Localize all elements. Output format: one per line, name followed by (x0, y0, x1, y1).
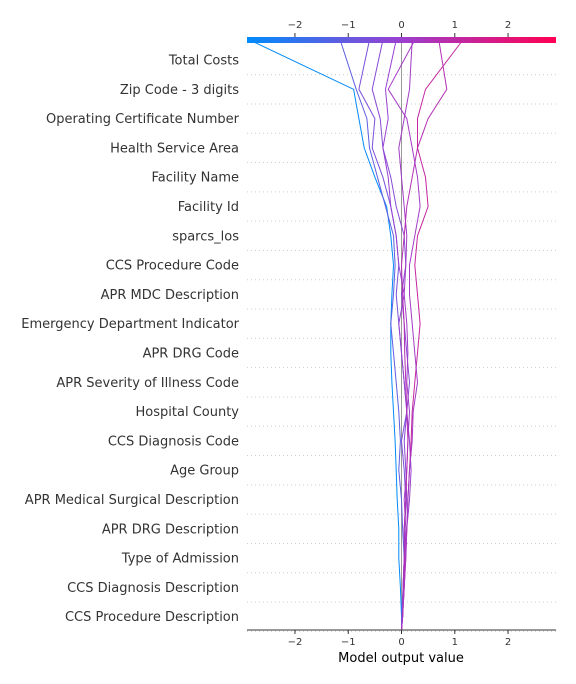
decision-line (339, 39, 405, 630)
bottom-tick-label: −1 (341, 637, 356, 648)
feature-label: Type of Admission (121, 552, 239, 567)
feature-labels: Total Costs Zip Code - 3 digits Operating … (21, 54, 239, 626)
x-axes: −2 −2 −1 −1 0 0 1 1 2 2 (247, 20, 556, 648)
feature-label: CCS Procedure Code (106, 259, 239, 274)
feature-label: Operating Certificate Number (46, 112, 240, 127)
feature-label: Emergency Department Indicator (21, 317, 239, 332)
feature-label: Facility Id (178, 200, 239, 215)
bottom-tick-label: 0 (398, 637, 404, 648)
decision-line (401, 39, 464, 631)
feature-label: Age Group (170, 464, 239, 479)
feature-label: sparcs_los (172, 229, 239, 244)
feature-label: APR MDC Description (101, 288, 239, 303)
bottom-tick-label: −2 (288, 637, 303, 648)
feature-label: APR Medical Surgical Description (25, 493, 239, 508)
decision-lines (249, 39, 464, 631)
top-tick-label: −1 (341, 20, 356, 31)
feature-label: APR DRG Description (102, 522, 239, 537)
x-axis-title: Model output value (338, 651, 464, 666)
feature-label: APR DRG Code (143, 347, 239, 362)
top-tick-label: 0 (398, 20, 404, 31)
feature-label: Facility Name (151, 171, 239, 186)
top-tick-label: 1 (452, 20, 458, 31)
feature-label: CCS Diagnosis Code (108, 434, 239, 449)
feature-label: CCS Procedure Description (65, 610, 239, 625)
top-tick-label: 2 (505, 20, 511, 31)
decision-line (249, 39, 402, 630)
decision-line (387, 39, 421, 631)
feature-label: Hospital County (136, 405, 240, 420)
feature-label: APR Severity of Illness Code (56, 376, 239, 391)
feature-label: CCS Diagnosis Description (67, 581, 239, 596)
feature-label: Health Service Area (110, 141, 239, 156)
decision-line (400, 39, 448, 631)
feature-label: Total Costs (168, 54, 239, 69)
top-tick-label: −2 (288, 20, 303, 31)
bottom-tick-label: 2 (505, 637, 511, 648)
feature-label: Zip Code - 3 digits (120, 83, 239, 98)
bottom-tick-label: 1 (452, 637, 458, 648)
colorbar (247, 37, 556, 43)
